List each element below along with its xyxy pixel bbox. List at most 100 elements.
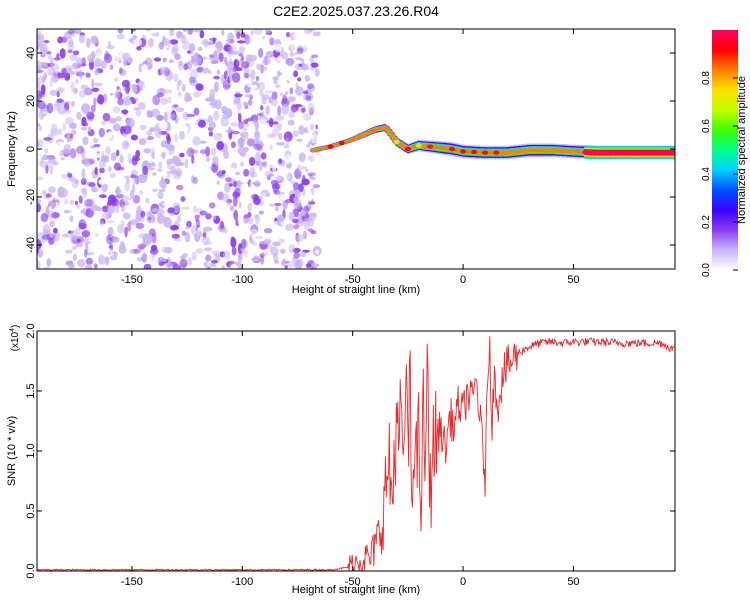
colorbar-ticks: 0.0 0.2 0.4 0.6 0.8	[701, 71, 738, 277]
spectrogram-noise-cell	[238, 112, 242, 123]
spectrogram-noise-cell	[230, 263, 238, 269]
spectrogram-noise-cell	[227, 45, 237, 51]
spectrogram-noise-cell	[78, 34, 86, 44]
spectrogram-noise-cell	[108, 251, 112, 256]
spectrogram-noise-cell	[293, 70, 299, 78]
spectrogram-noise-cell	[203, 110, 209, 122]
spectrogram-noise-cell	[231, 50, 240, 55]
spectrogram-noise-cell	[194, 211, 200, 216]
spectrogram-noise-cell	[284, 264, 288, 269]
spectrogram-noise-cell	[203, 226, 213, 232]
spectrogram-noise-cell	[223, 45, 231, 52]
spectrogram-noise-cell	[162, 57, 167, 63]
spectrogram-noise-cell	[181, 212, 188, 216]
spectrogram-noise-cell	[286, 63, 291, 74]
spectrogram-noise-cell	[281, 103, 290, 115]
spectrogram-noise-cell	[158, 41, 164, 50]
spectrogram-noise-cell	[81, 116, 87, 127]
spectrogram-noise-cell	[237, 141, 243, 146]
spectrogram-noise-cell	[240, 32, 246, 38]
spectrogram-noise-cell	[94, 69, 99, 76]
spectrogram-noise-cell	[72, 50, 80, 56]
spectrogram-noise-cell	[37, 260, 41, 269]
spectrogram-noise-cell	[129, 96, 134, 101]
spectrogram-noise-cell	[271, 183, 281, 190]
spectrogram-noise-cell	[106, 45, 115, 50]
spectrogram-noise-cell	[231, 246, 237, 256]
spectrogram-noise-cell	[195, 83, 204, 91]
spectrogram-noise-cell	[206, 155, 210, 163]
spectrogram-noise-cell	[152, 188, 158, 192]
spectrogram-noise-cell	[76, 57, 83, 66]
spectrogram-noise-cell	[116, 216, 122, 222]
spectrogram-noise-cell	[81, 230, 91, 238]
spectrogram-noise-cell	[156, 168, 163, 172]
spectrogram-noise-cell	[296, 138, 303, 142]
spectrogram-noise-cell	[49, 220, 55, 228]
spectrogram-noise-cell	[231, 72, 241, 83]
spectrogram-noise-cell	[182, 252, 188, 259]
spectrogram-noise-cell	[175, 107, 185, 112]
colorbar-tick-label: 0.6	[701, 119, 712, 133]
snr-plot-area	[37, 336, 675, 571]
spectrogram-noise-cell	[243, 214, 249, 219]
spectrogram-noise-cell	[112, 57, 116, 69]
spectrogram-noise-cell	[223, 70, 228, 80]
spectrogram-noise-cell	[238, 201, 242, 209]
spectrogram-noise-cell	[120, 260, 127, 266]
spectrogram-noise-cell	[301, 166, 307, 170]
spectrogram-noise-cell	[233, 97, 238, 106]
spectrogram-noise-cell	[299, 251, 307, 258]
spectrogram-noise-cell	[288, 243, 296, 254]
spectrogram-noise-cell	[273, 202, 282, 207]
spectrogram-noise-cell	[149, 127, 156, 132]
spectrogram-noise-cell	[124, 226, 128, 238]
spectrogram-noise-cell	[136, 46, 142, 51]
spectrogram-noise-cell	[281, 52, 289, 60]
spectrogram-noise-cell	[42, 190, 47, 195]
spectrogram-noise-cell	[109, 200, 116, 205]
snr-y-tick-label: 2.0	[25, 323, 37, 338]
spectrogram-noise-cell	[277, 238, 285, 243]
spectrogram-ridge-cell	[389, 134, 396, 138]
spectrogram-noise-cell	[168, 59, 174, 64]
spectrogram-noise-cell	[238, 46, 246, 54]
spectrogram-noise-cell	[151, 108, 161, 118]
spectrogram-noise-cell	[91, 87, 100, 93]
spectrogram-noise-cell	[284, 256, 294, 262]
spectrogram-ridge-peak	[438, 145, 444, 150]
spectrogram-noise-cell	[285, 31, 291, 38]
spectrogram-ridge-peak	[449, 146, 455, 152]
spectrogram-noise-cell	[91, 187, 99, 193]
spectrogram-noise-cell	[104, 256, 110, 266]
spectrogram-noise-cell	[310, 123, 315, 131]
spectrogram-noise-cell	[314, 78, 318, 83]
spectrogram-noise-cell	[304, 153, 314, 162]
spectrogram-ridge-peak	[460, 149, 467, 154]
spectrogram-noise-cell	[212, 156, 219, 165]
spectrogram-noise-cell	[246, 78, 252, 88]
spectrogram-noise-cell	[211, 250, 221, 254]
snr-y-tick-label: 1.5	[25, 383, 37, 398]
spectrogram-noise-cell	[43, 40, 50, 44]
spectrogram-noise-cell	[84, 263, 93, 269]
spectrogram-noise-cell	[97, 94, 105, 105]
spectrogram-noise-cell	[228, 126, 232, 134]
spectrogram-noise-cell	[256, 63, 262, 70]
spectrogram-noise-cell	[59, 87, 63, 93]
spectrogram-noise-cell	[150, 244, 158, 252]
spectrogram-noise-cell	[179, 152, 185, 158]
spectrogram-noise-cell	[102, 112, 111, 122]
spectrogram-noise-cell	[133, 248, 141, 254]
spectrogram-noise-cell	[50, 211, 60, 219]
spectrogram-noise-cell	[229, 211, 233, 217]
spectrogram-noise-cell	[75, 241, 83, 248]
spectrogram-noise-cell	[45, 193, 53, 198]
spectrogram-noise-cell	[146, 130, 153, 136]
spectrogram-noise-cell	[155, 76, 162, 85]
spectrogram-noise-cell	[117, 29, 124, 34]
spectrogram-noise-cell	[67, 172, 73, 178]
spectrogram-noise-cell	[298, 63, 303, 67]
spectrogram-noise-cell	[130, 169, 139, 176]
spectrogram-noise-cell	[70, 229, 76, 241]
